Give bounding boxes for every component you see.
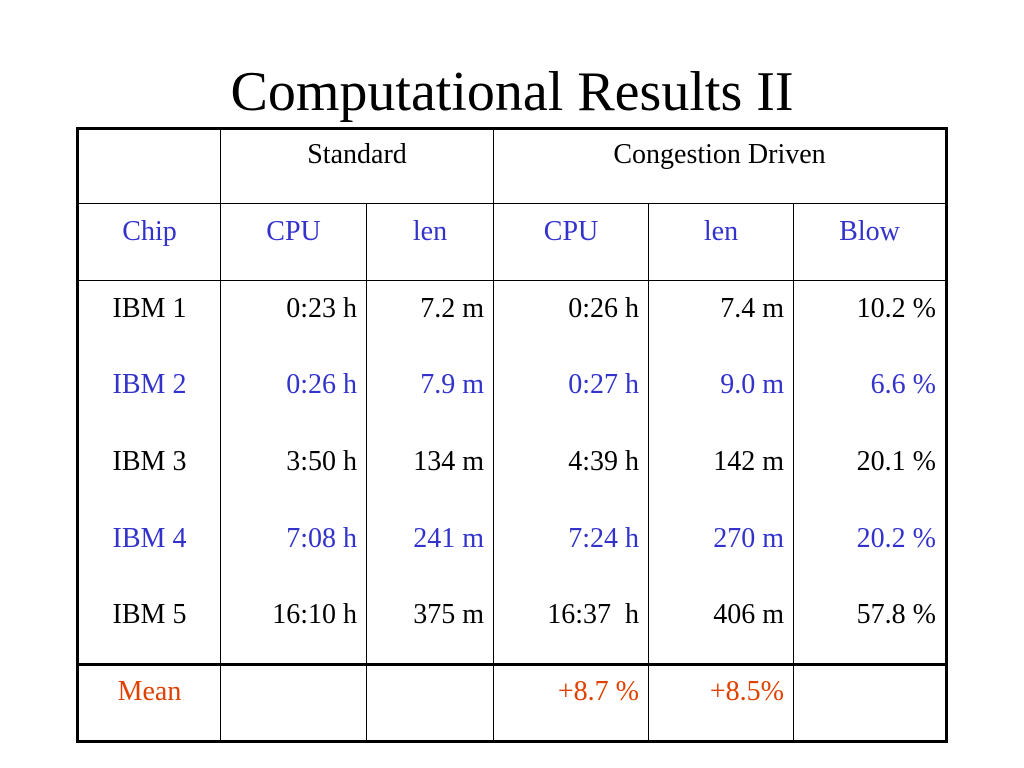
row-4-std-cpu: 7:08 h [286, 523, 357, 554]
row-5-std-len: 375 m [413, 599, 484, 630]
table-border-top [76, 127, 948, 130]
row-2-std-len: 7.9 m [420, 369, 484, 400]
column-header-cd-len: len [703, 216, 739, 247]
row-5-blow: 57.8 % [856, 599, 936, 630]
column-divider-5 [793, 204, 794, 743]
column-header-std-len: len [412, 216, 448, 247]
column-divider-2 [366, 204, 367, 743]
row-3-chip: IBM 3 [112, 446, 187, 477]
row-5-cd-len: 406 m [713, 599, 784, 630]
mean-cd-cpu: +8.7 % [557, 676, 639, 707]
row-2-blow: 6.6 % [870, 369, 936, 400]
slide-title: Computational Results II [230, 61, 794, 123]
row-4-cd-len: 270 m [713, 523, 784, 554]
row-2-cd-cpu: 0:27 h [568, 369, 639, 400]
row-4-std-len: 241 m [413, 523, 484, 554]
row-1-chip: IBM 1 [112, 293, 187, 324]
row-1-std-len: 7.2 m [420, 293, 484, 324]
row-5-std-cpu: 16:10 h [272, 599, 357, 630]
row-1-blow: 10.2 % [856, 293, 936, 324]
group-header-congestion-driven: Congestion Driven [613, 139, 826, 170]
column-header-cd-cpu: CPU [543, 216, 599, 247]
row-5-cd-cpu: 16:37 h [547, 599, 639, 630]
header-divider [76, 203, 948, 204]
mean-row-divider [76, 663, 948, 666]
row-3-blow: 20.1 % [856, 446, 936, 477]
row-1-std-cpu: 0:23 h [286, 293, 357, 324]
row-4-cd-cpu: 7:24 h [568, 523, 639, 554]
column-header-blow: Blow [839, 216, 900, 247]
row-3-std-cpu: 3:50 h [286, 446, 357, 477]
row-1-cd-len: 7.4 m [720, 293, 784, 324]
row-1-cd-cpu: 0:26 h [568, 293, 639, 324]
row-2-std-cpu: 0:26 h [286, 369, 357, 400]
row-3-cd-len: 142 m [713, 446, 784, 477]
row-3-cd-cpu: 4:39 h [568, 446, 639, 477]
column-header-std-cpu: CPU [266, 216, 321, 247]
row-4-blow: 20.2 % [856, 523, 936, 554]
column-divider-3 [493, 127, 494, 743]
mean-cd-len: +8.5% [709, 676, 784, 707]
row-5-chip: IBM 5 [112, 599, 187, 630]
table-border-bottom [76, 740, 948, 743]
column-header-chip: Chip [122, 216, 177, 247]
group-header-standard: Standard [307, 139, 407, 170]
mean-label: Mean [117, 676, 182, 707]
table-border-right [945, 127, 948, 743]
row-2-chip: IBM 2 [112, 369, 187, 400]
results-table: Standard Congestion Driven Chip CPU len … [76, 127, 948, 743]
column-header-divider [76, 280, 948, 281]
column-divider-4 [648, 204, 649, 743]
row-3-std-len: 134 m [413, 446, 484, 477]
row-4-chip: IBM 4 [112, 523, 187, 554]
table-border-left [76, 127, 79, 743]
column-divider-1 [220, 127, 221, 743]
row-2-cd-len: 9.0 m [720, 369, 784, 400]
